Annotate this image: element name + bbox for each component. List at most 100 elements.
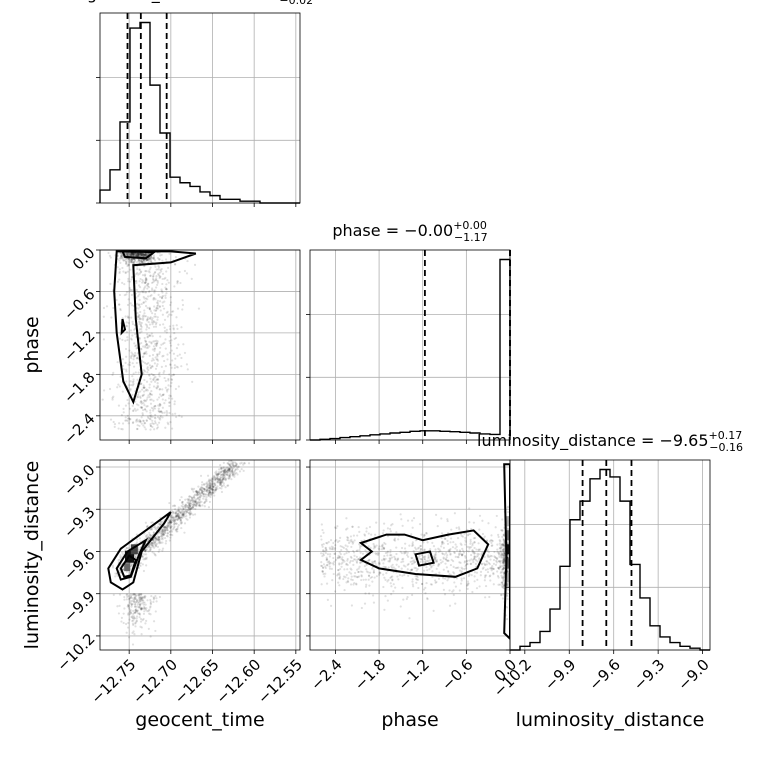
- sample-point: [505, 594, 509, 597]
- sample-point: [397, 565, 400, 568]
- sample-point: [452, 571, 455, 574]
- sample-point: [466, 534, 469, 537]
- sample-point: [161, 398, 164, 401]
- sample-point: [128, 607, 131, 610]
- sample-point: [130, 253, 133, 256]
- sample-point: [133, 617, 136, 620]
- sample-point: [207, 491, 211, 495]
- sample-point: [153, 525, 156, 528]
- sample-point: [166, 310, 169, 313]
- sample-point: [134, 603, 137, 606]
- sample-point: [425, 531, 428, 535]
- sample-point: [127, 613, 130, 616]
- sample-point: [146, 344, 149, 347]
- sample-point: [145, 253, 148, 257]
- sample-point: [210, 477, 213, 480]
- sample-point: [147, 545, 150, 548]
- sample-point: [208, 486, 212, 489]
- sample-point: [426, 569, 429, 572]
- sample-point: [501, 597, 504, 600]
- sample-point: [132, 260, 136, 263]
- sample-point: [384, 557, 387, 560]
- sample-point: [380, 548, 384, 551]
- sample-point: [172, 352, 176, 355]
- sample-point: [401, 558, 404, 561]
- sample-point: [190, 277, 193, 280]
- sample-point: [352, 583, 355, 586]
- sample-point: [392, 566, 395, 569]
- sample-point: [137, 593, 141, 596]
- sample-point: [148, 260, 151, 263]
- sample-point: [427, 557, 430, 560]
- sample-point: [136, 253, 139, 256]
- y-tick-label: −9.0: [60, 461, 98, 499]
- sample-point: [135, 361, 138, 365]
- y-tick-label: −1.2: [60, 327, 98, 365]
- sample-point: [228, 473, 231, 476]
- sample-point: [474, 565, 478, 569]
- sample-point: [153, 309, 156, 312]
- sample-point: [174, 518, 177, 521]
- sample-point: [142, 253, 145, 256]
- sample-point: [331, 548, 334, 551]
- sample-point: [225, 473, 229, 477]
- sample-point: [212, 484, 215, 488]
- sample-point: [501, 518, 504, 521]
- sample-point: [151, 357, 154, 360]
- sample-point: [124, 271, 127, 275]
- sample-point: [145, 388, 148, 391]
- sample-point: [180, 511, 183, 514]
- sample-point: [462, 551, 466, 554]
- sample-point: [462, 549, 465, 552]
- sample-point: [466, 562, 469, 565]
- sample-point: [214, 488, 217, 492]
- sample-point: [148, 392, 152, 395]
- sample-point: [142, 301, 145, 304]
- sample-point: [188, 509, 192, 512]
- sample-point: [142, 314, 145, 317]
- sample-point: [164, 527, 167, 530]
- sample-point: [484, 563, 487, 566]
- sample-point: [154, 526, 157, 529]
- sample-point: [155, 279, 158, 282]
- sample-point: [136, 538, 139, 541]
- sample-point: [152, 298, 155, 301]
- sample-point: [130, 261, 133, 264]
- sample-point: [149, 548, 152, 551]
- sample-point: [389, 576, 392, 580]
- sample-point: [135, 598, 138, 601]
- sample-point: [183, 505, 186, 508]
- sample-point: [163, 532, 166, 535]
- sample-point: [446, 579, 449, 582]
- sample-point: [452, 593, 455, 597]
- sample-point: [125, 546, 129, 550]
- sample-point: [141, 281, 144, 284]
- sample-point: [158, 410, 161, 414]
- sample-point: [219, 473, 223, 476]
- sample-point: [411, 580, 414, 583]
- sample-point: [196, 494, 199, 497]
- sample-point: [433, 558, 436, 561]
- sample-point: [132, 409, 135, 413]
- sample-point: [497, 576, 500, 579]
- sample-point: [131, 275, 134, 279]
- sample-point: [214, 490, 217, 493]
- sample-point: [419, 548, 422, 551]
- sample-point: [495, 559, 498, 563]
- sample-point: [219, 466, 223, 469]
- sample-point: [135, 617, 138, 620]
- sample-point: [200, 490, 204, 493]
- sample-point: [132, 592, 135, 596]
- sample-point: [372, 570, 375, 574]
- sample-point: [130, 602, 133, 605]
- sample-point: [444, 558, 447, 561]
- sample-point: [230, 465, 233, 469]
- sample-point: [152, 254, 156, 257]
- y-tick-label: −2.4: [60, 410, 98, 448]
- sample-point: [503, 553, 506, 556]
- sample-point: [461, 535, 465, 538]
- sample-point: [188, 502, 191, 506]
- sample-point: [155, 364, 158, 368]
- sample-point: [168, 404, 171, 408]
- sample-point: [392, 590, 395, 593]
